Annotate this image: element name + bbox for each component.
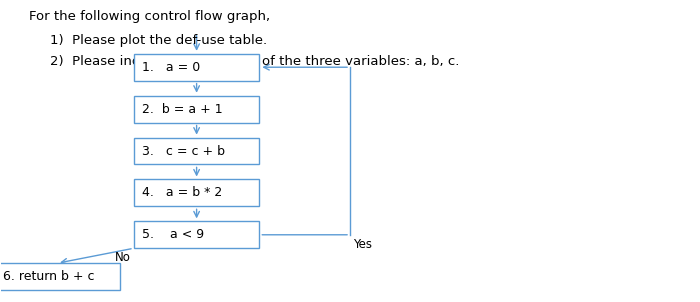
Text: 2)  Please indicate the liveness of the three variables: a, b, c.: 2) Please indicate the liveness of the t… [50, 55, 460, 68]
Text: Yes: Yes [354, 238, 372, 251]
Text: 1.   a = 0: 1. a = 0 [142, 61, 200, 74]
FancyBboxPatch shape [134, 179, 260, 206]
FancyBboxPatch shape [134, 221, 260, 248]
Text: 6. return b + c: 6. return b + c [3, 270, 94, 283]
Text: 2.  b = a + 1: 2. b = a + 1 [142, 103, 223, 116]
FancyBboxPatch shape [134, 96, 260, 123]
Text: 4.   a = b * 2: 4. a = b * 2 [142, 186, 223, 199]
Text: For the following control flow graph,: For the following control flow graph, [29, 10, 270, 23]
FancyBboxPatch shape [134, 137, 260, 165]
Text: No: No [115, 251, 130, 264]
Text: 1)  Please plot the def-use table.: 1) Please plot the def-use table. [50, 34, 267, 47]
Text: 5.    a < 9: 5. a < 9 [142, 228, 204, 241]
Text: 3.   c = c + b: 3. c = c + b [142, 144, 225, 158]
FancyBboxPatch shape [0, 263, 120, 290]
FancyBboxPatch shape [134, 54, 260, 81]
